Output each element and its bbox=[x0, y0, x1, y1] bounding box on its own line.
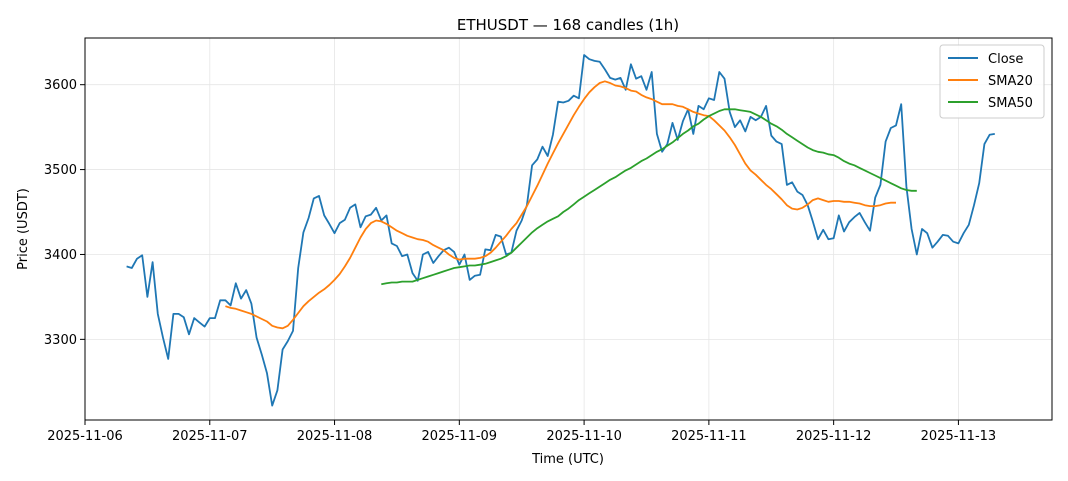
series-line-sma50 bbox=[381, 108, 917, 286]
x-tick-label: 2025-11-09 bbox=[422, 429, 498, 444]
legend-box bbox=[939, 44, 1045, 119]
x-tick-label: 2025-11-08 bbox=[297, 429, 373, 444]
y-axis: 3300 3400 3500 3600 bbox=[44, 78, 85, 348]
grid bbox=[84, 38, 1052, 420]
y-tick-label: 3500 bbox=[44, 163, 77, 178]
series-layer bbox=[126, 54, 995, 407]
x-tick-label: 2025-11-07 bbox=[172, 429, 248, 444]
legend: Close SMA20 SMA50 bbox=[939, 44, 1045, 119]
legend-label: SMA50 bbox=[988, 96, 1033, 111]
x-tick-label: 2025-11-11 bbox=[671, 429, 747, 444]
chart-title: ETHUSDT — 168 candles (1h) bbox=[457, 16, 679, 34]
series-line-close bbox=[126, 54, 995, 407]
x-tick-label: 2025-11-06 bbox=[47, 429, 123, 444]
legend-label: SMA20 bbox=[988, 74, 1033, 89]
plot-area bbox=[84, 37, 1053, 421]
x-axis: 2025-11-06 2025-11-07 2025-11-08 2025-11-09… bbox=[47, 420, 996, 444]
x-tick-label: 2025-11-10 bbox=[546, 429, 622, 444]
x-tick-label: 2025-11-12 bbox=[796, 429, 872, 444]
x-axis-label: Time (UTC) bbox=[531, 452, 604, 467]
y-tick-label: 3600 bbox=[44, 78, 77, 93]
y-tick-label: 3300 bbox=[44, 333, 77, 348]
x-tick-label: 2025-11-13 bbox=[921, 429, 997, 444]
y-tick-label: 3400 bbox=[44, 248, 77, 263]
legend-label: Close bbox=[988, 52, 1023, 67]
series-line-sma20 bbox=[225, 80, 896, 330]
y-axis-label: Price (USDT) bbox=[16, 188, 31, 270]
